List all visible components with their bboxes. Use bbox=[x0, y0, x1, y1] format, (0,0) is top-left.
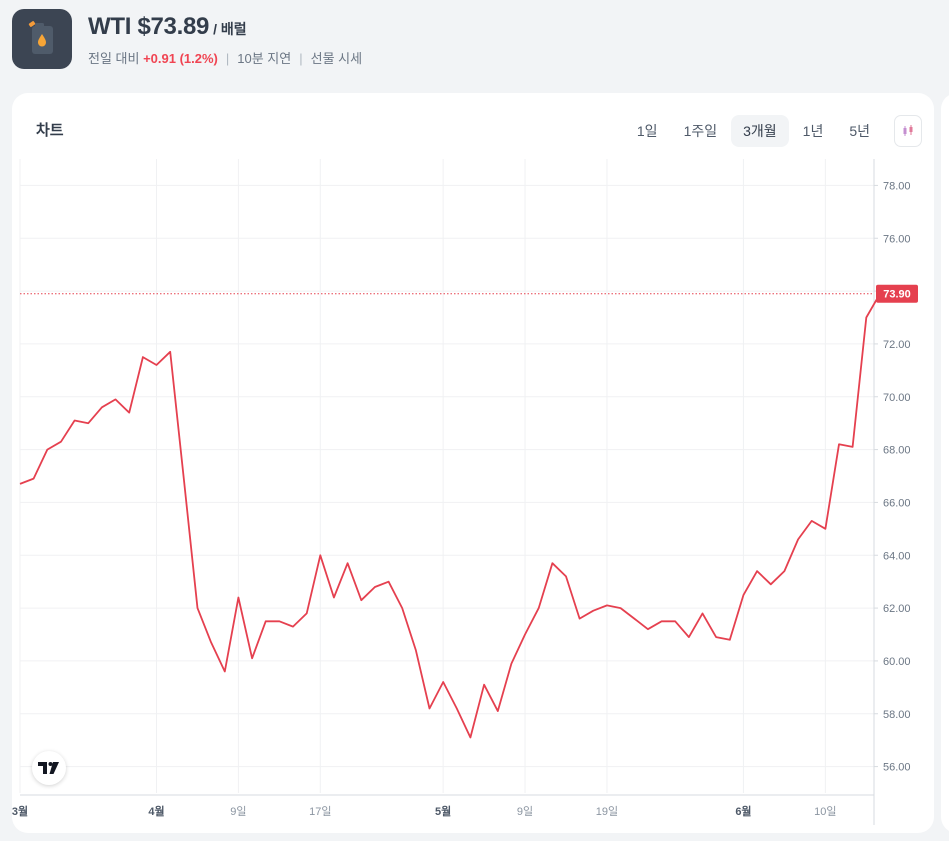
x-tick-label: 4월 bbox=[148, 804, 164, 818]
y-tick-label: 64.00 bbox=[883, 550, 911, 562]
x-tick-label: 9일 bbox=[230, 804, 246, 818]
card-title: 차트 bbox=[36, 122, 64, 139]
chart-card: 차트 1일 1주일 3개월 1년 5년 56.00 58.00 60.00 62.00… bbox=[12, 93, 934, 833]
x-tick-label: 3월 bbox=[12, 804, 28, 818]
price-chart[interactable]: 56.00 58.00 60.00 62.00 64.00 66.00 68.00 70.00… bbox=[12, 93, 934, 833]
y-tick-label: 78.00 bbox=[883, 180, 911, 192]
period-1d-button[interactable]: 1일 bbox=[636, 123, 658, 139]
price-title: WTI $73.89 bbox=[88, 13, 210, 40]
change-label: 전일 대비 bbox=[88, 51, 140, 66]
y-tick-label: 62.00 bbox=[883, 603, 911, 615]
y-tick-label: 70.00 bbox=[883, 392, 911, 404]
oil-canister-icon bbox=[12, 9, 72, 69]
y-tick-label: 76.00 bbox=[883, 233, 911, 245]
period-selector: 1일 1주일 3개월 1년 5년 bbox=[623, 115, 922, 147]
tradingview-logo-icon[interactable] bbox=[32, 751, 66, 785]
divider: | bbox=[299, 51, 303, 66]
source-label: 선물 시세 bbox=[310, 51, 363, 66]
y-tick-label: 56.00 bbox=[883, 762, 911, 774]
y-tick-label: 68.00 bbox=[883, 445, 911, 457]
change-value: +0.91 (1.2%) bbox=[143, 51, 218, 66]
candlestick-icon bbox=[903, 125, 913, 136]
x-tick-label: 19일 bbox=[596, 804, 618, 818]
y-tick-label: 60.00 bbox=[883, 656, 911, 668]
title-row: WTI $73.89/ 배럴 bbox=[88, 13, 247, 41]
period-3m-button[interactable]: 3개월 bbox=[731, 115, 789, 147]
period-5y-button[interactable]: 5년 bbox=[849, 123, 870, 139]
price-subtitle: 전일 대비 +0.91 (1.2%) | 10분 지연 | 선물 시세 bbox=[88, 48, 362, 67]
y-tick-label: 66.00 bbox=[883, 497, 911, 509]
period-1w-button[interactable]: 1주일 bbox=[683, 123, 718, 139]
last-price-badge bbox=[876, 284, 918, 303]
period-1y-button[interactable]: 1년 bbox=[802, 123, 824, 139]
x-tick-label: 6월 bbox=[735, 804, 751, 818]
price-unit: / 배럴 bbox=[213, 21, 247, 37]
header: WTI $73.89/ 배럴 전일 대비 +0.91 (1.2%) | 10분 지연… bbox=[12, 9, 912, 69]
chart-type-button[interactable] bbox=[894, 115, 922, 147]
x-tick-label: 10일 bbox=[814, 804, 836, 818]
x-tick-label: 17일 bbox=[309, 804, 331, 818]
side-panel bbox=[941, 93, 949, 833]
price-line bbox=[19, 293, 881, 739]
y-tick-label: 72.00 bbox=[883, 339, 911, 351]
delay-label: 10분 지연 bbox=[237, 51, 292, 66]
y-tick-label: 58.00 bbox=[883, 709, 911, 721]
divider: | bbox=[225, 51, 230, 66]
last-price-label: 73.90 bbox=[883, 289, 911, 301]
x-tick-label: 9일 bbox=[517, 804, 533, 818]
x-tick-label: 5월 bbox=[435, 804, 451, 818]
